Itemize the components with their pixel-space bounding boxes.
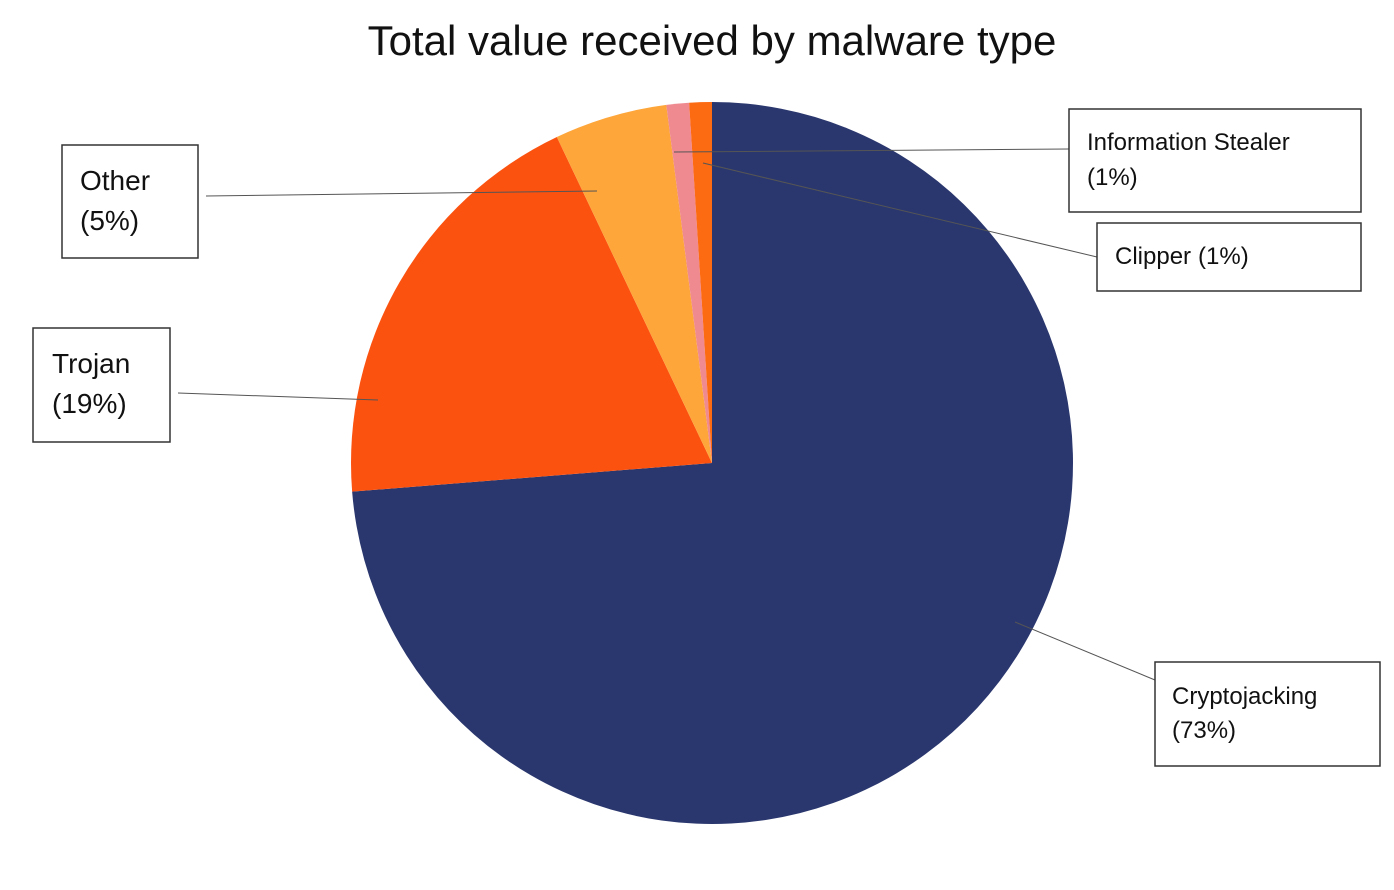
data-label: Other (5%) [80,165,150,236]
label-box [1068,108,1362,213]
label-box [1096,222,1362,292]
pie-slice [556,104,712,464]
pie-slice [351,137,712,492]
value-label: (73%) [1172,717,1236,744]
category-label: Clipper [1115,243,1191,270]
category-label: Cryptojacking [1172,683,1317,710]
label-box [32,327,171,443]
data-label: Cryptojacking (73%) [1172,683,1317,744]
label-box [61,144,199,259]
leader-line [177,392,379,401]
data-label: Clipper (1%) [1115,243,1249,270]
label-box [1154,661,1381,767]
value-label: (1%) [1198,243,1249,270]
category-label: Other [80,165,150,196]
category-label: Trojan [52,348,130,379]
leader-line [673,148,1070,153]
leader-line [1014,621,1156,681]
chart-title: Total value received by malware type [368,17,1057,64]
value-label: (19%) [52,388,127,419]
data-label: Trojan (19%) [52,348,130,419]
value-label: (5%) [80,205,139,236]
category-label: Information Stealer [1087,129,1290,156]
leader-line [702,162,1098,258]
leader-line [205,190,598,197]
data-label: Information Stealer (1%) [1087,129,1290,191]
value-label: (1%) [1087,164,1138,191]
pie-slice [689,102,712,463]
pie-slice [352,102,1073,824]
pie-slice [666,102,712,463]
